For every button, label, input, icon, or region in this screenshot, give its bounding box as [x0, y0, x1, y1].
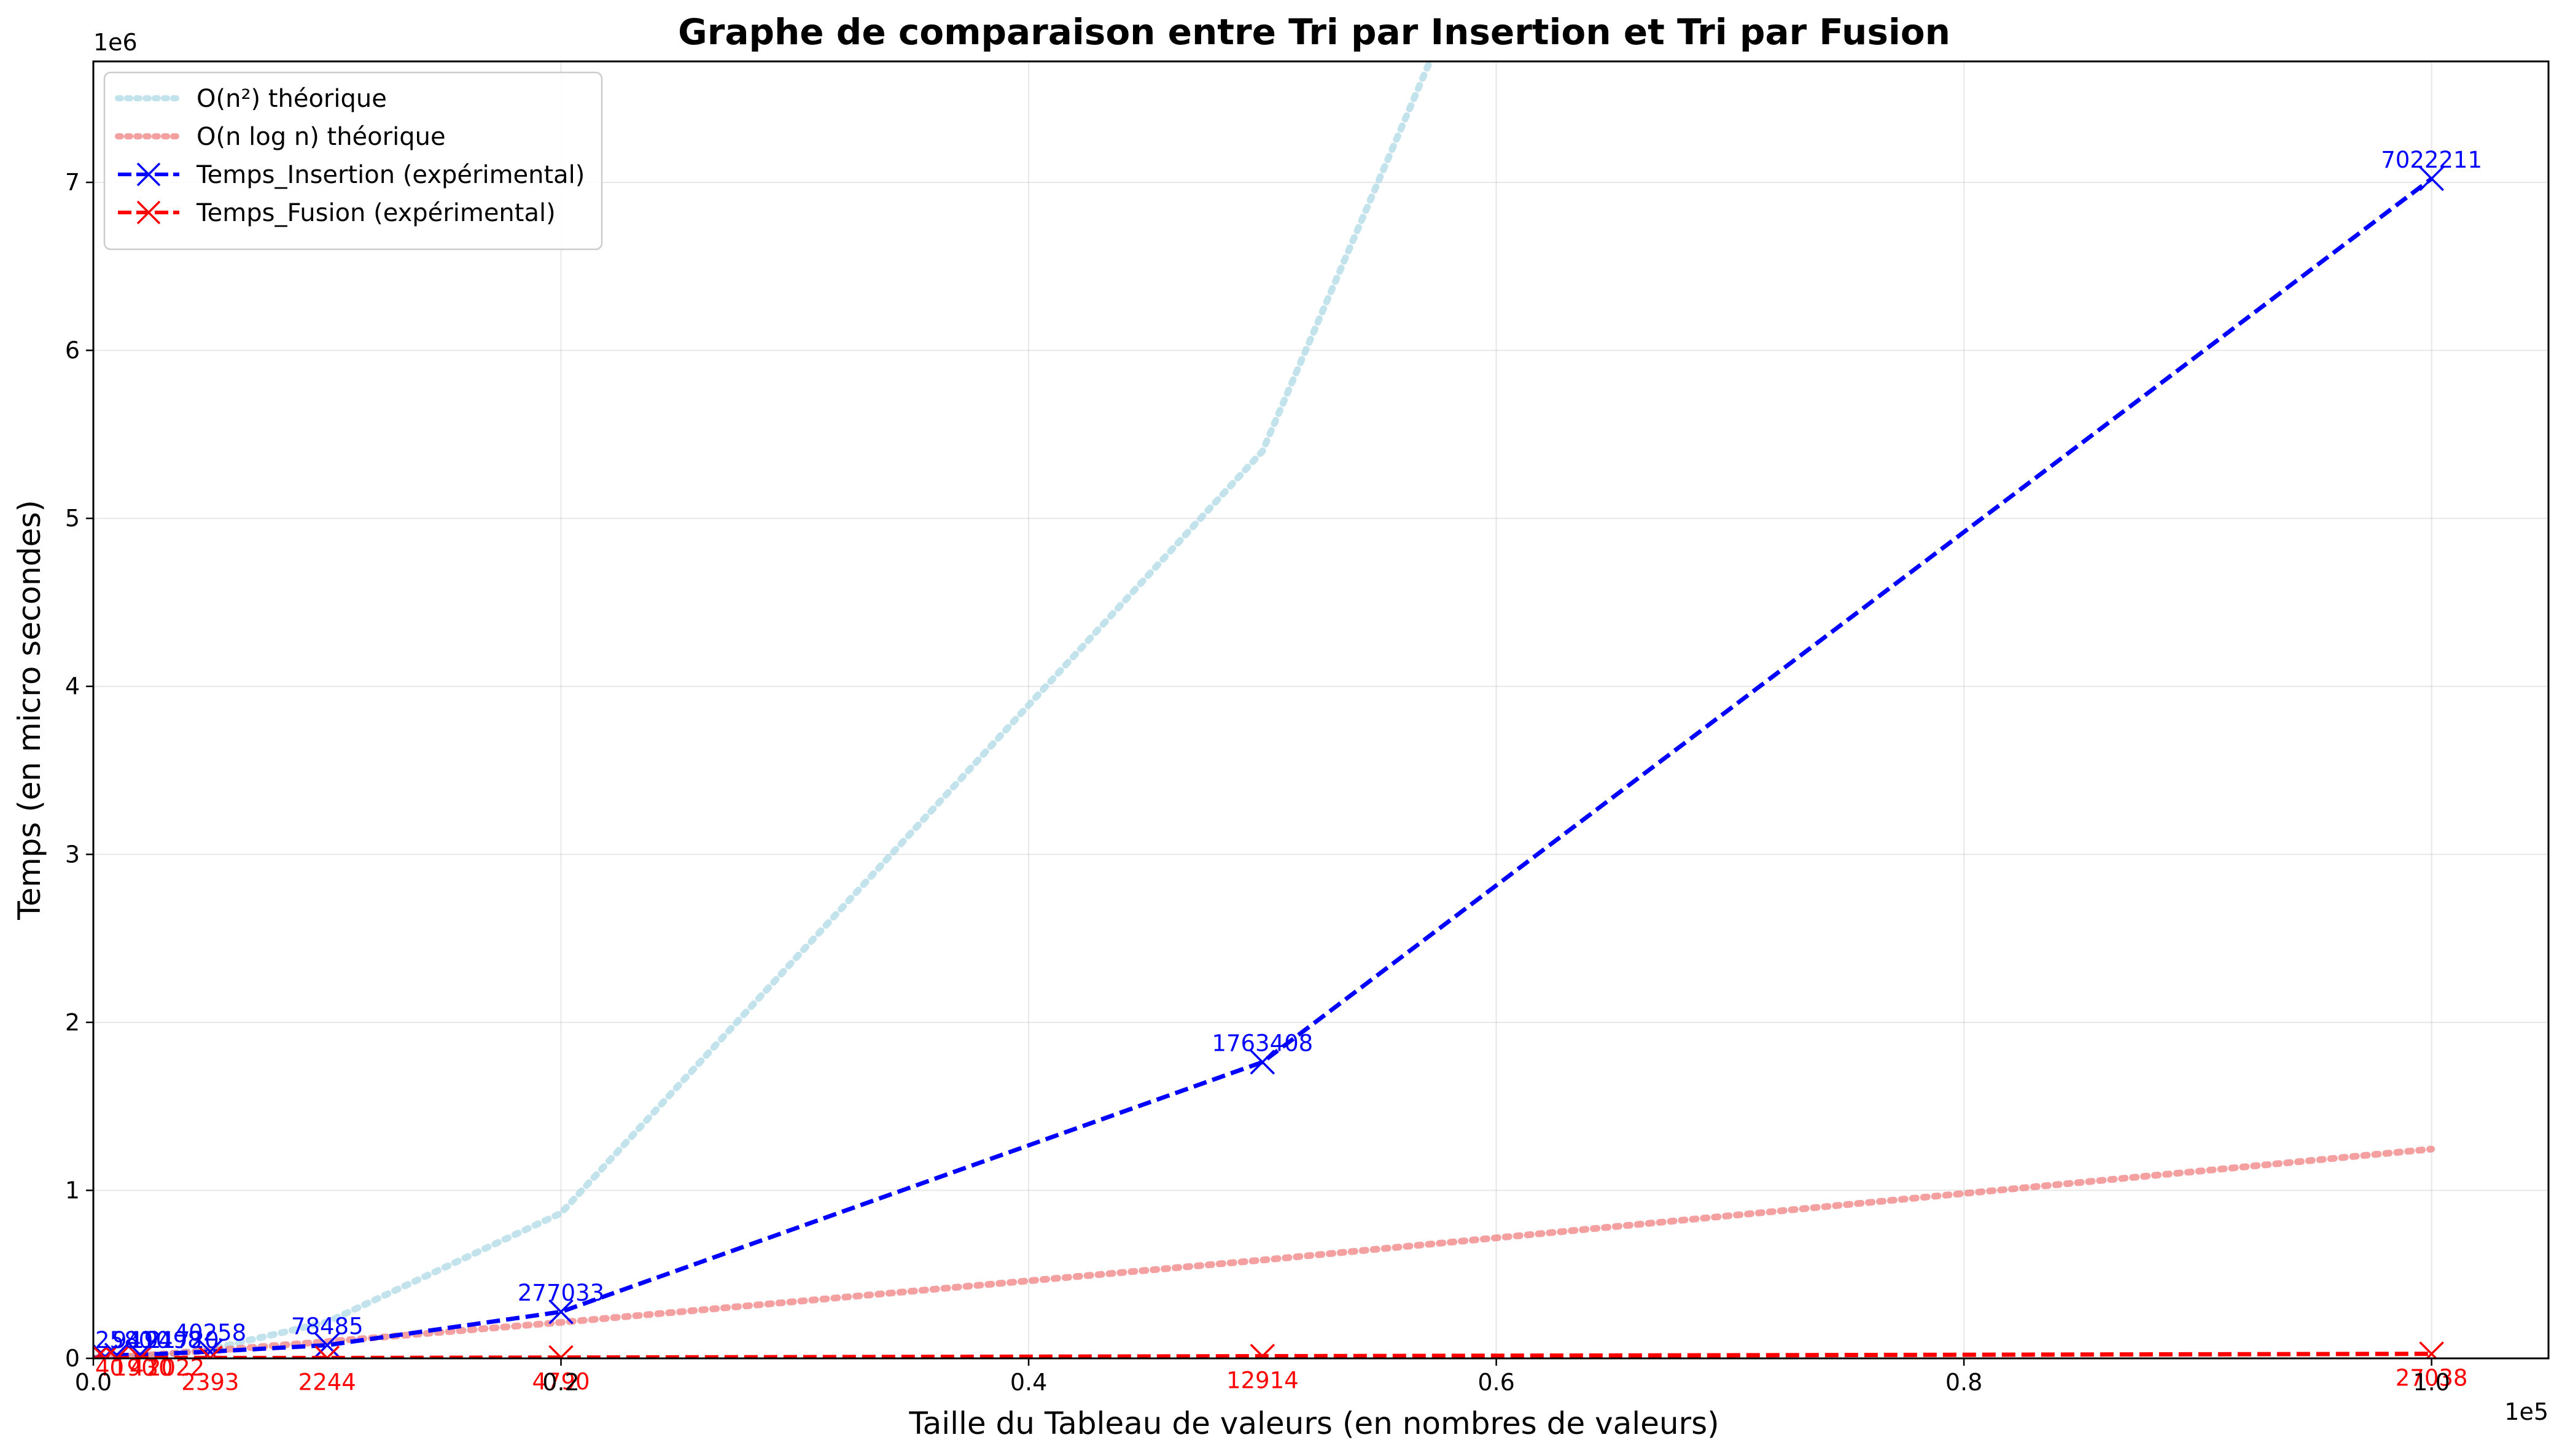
series-marker-2: [104, 1342, 130, 1358]
data-label: 4790: [532, 1369, 590, 1395]
y-offset-label: 1e6: [93, 29, 138, 56]
y-tick-label: 2: [65, 1009, 80, 1036]
plot-frame: [92, 60, 2550, 1360]
x-tick-label: 1.0: [2413, 1369, 2450, 1396]
grid: [93, 61, 2548, 1359]
x-tick-label: 0.2: [542, 1369, 579, 1396]
y-tick-label: 5: [65, 505, 80, 532]
data-label: 40258: [174, 1320, 247, 1346]
legend: O(n²) théorique O(n log n) théorique Temps…: [103, 71, 603, 251]
y-tick-label: 0: [65, 1345, 80, 1372]
data-label-overlap: 19498: [130, 1327, 202, 1353]
y-tick-label: 7: [65, 169, 80, 196]
x-tick-label: 0.8: [1945, 1369, 1982, 1396]
series-marker-3: [1250, 1344, 1275, 1358]
legend-marker-2: [136, 162, 161, 187]
series-marker-2: [548, 1299, 574, 1325]
x-offset-label: 1e5: [2504, 1398, 2548, 1425]
ticks: 0.0 0.2 0.4 0.6 0.8 1.0 0 1 2 3 4 5 6 7: [65, 169, 2450, 1396]
y-tick-label: 1: [65, 1177, 80, 1204]
data-label: 7022211: [2381, 147, 2482, 173]
series-marker-2: [314, 1333, 340, 1358]
y-axis-label: Temps (en micro secondes): [12, 500, 47, 921]
data-label-overlap: 2580: [95, 1327, 153, 1353]
series-marker-2: [127, 1342, 153, 1358]
legend-entry-3: Temps_Fusion (expérimental): [196, 199, 556, 227]
series-marker-2: [198, 1339, 223, 1358]
x-tick-label: 0.4: [1010, 1369, 1047, 1396]
x-axis-label: Taille du Tableau de valeurs (en nombres…: [908, 1406, 1719, 1441]
data-label: 78485: [291, 1314, 364, 1340]
legend-marker-3: [136, 200, 161, 225]
data-label: 2244: [298, 1369, 356, 1395]
series-marker-2: [2419, 166, 2444, 192]
x-tick-label: 0.0: [75, 1369, 112, 1396]
data-label: 2393: [181, 1369, 239, 1395]
y-tick-label: 4: [65, 673, 80, 700]
data-label-overlap: 9410: [112, 1327, 170, 1353]
legend-entry-2: Temps_Insertion (expérimental): [196, 161, 585, 189]
series-marker-3: [2419, 1341, 2444, 1358]
data-label: 12914: [1226, 1367, 1299, 1393]
chart-title: Graphe de comparaison entre Tri par Inse…: [678, 11, 1950, 53]
series-marker-2: [1250, 1049, 1275, 1075]
legend-frame: [103, 71, 603, 251]
data-label: 27038: [2396, 1365, 2468, 1392]
data-label: 277033: [518, 1280, 604, 1306]
x-tick-label: 0.6: [1478, 1369, 1514, 1396]
legend-entry-0: O(n²) théorique: [197, 85, 387, 113]
data-label: 1763408: [1212, 1030, 1313, 1057]
data-label-overlap: 21720: [147, 1327, 219, 1353]
data-labels: 40258 78485 277033 1763408 7022211 2580941019…: [95, 147, 2482, 1395]
y-tick-label: 6: [65, 337, 80, 364]
y-tick-label: 3: [65, 841, 80, 868]
legend-entry-1: O(n log n) théorique: [197, 123, 446, 151]
